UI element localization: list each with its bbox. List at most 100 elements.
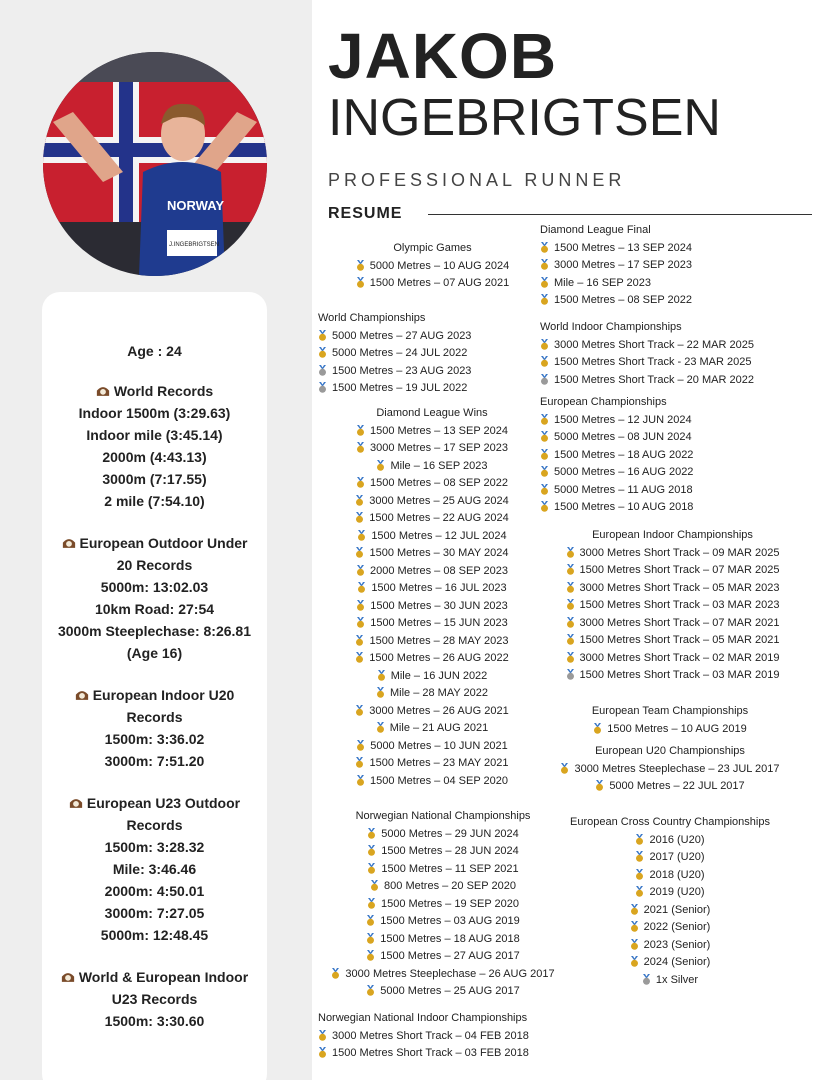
achievement-text: 1500 Metres – 27 AUG 2017 xyxy=(380,950,520,962)
achievement-text: 1500 Metres – 10 AUG 2019 xyxy=(607,722,747,735)
gold-medal-icon xyxy=(367,950,375,961)
achievement-text: 1500 Metres – 23 AUG 2023 xyxy=(332,364,472,377)
achievement-item: 2017 (U20) xyxy=(550,849,790,867)
first-name: JAKOB xyxy=(328,20,558,92)
section-title: Diamond League Wins xyxy=(376,407,488,419)
mantel-clock-icon xyxy=(75,691,88,700)
achievement-text: 1500 Metres – 13 SEP 2024 xyxy=(554,241,693,254)
record-group-title: European U23 Outdoor xyxy=(42,792,267,814)
achievement-text: 5000 Metres – 16 AUG 2022 xyxy=(554,466,694,478)
mantel-clock-icon xyxy=(69,799,82,808)
resume-section: Norwegian National Indoor Championships 3… xyxy=(318,1010,558,1063)
record-group-title-text: World Records xyxy=(113,383,214,399)
record-line: Indoor mile (3:45.14) xyxy=(86,427,223,443)
achievement-text: 1500 Metres – 16 JUL 2023 xyxy=(371,582,507,594)
gold-medal-icon xyxy=(356,564,364,576)
achievement-item: 5000 Metres – 22 JUL 2017 xyxy=(540,778,800,796)
gold-medal-icon xyxy=(566,564,574,575)
achievement-text: 1500 Metres – 19 SEP 2020 xyxy=(380,897,519,910)
achievement-item: 1500 Metres – 15 JUN 2023 xyxy=(318,615,546,633)
achievement-item: Mile – 16 SEP 2023 xyxy=(318,458,546,476)
achievement-item: 5000 Metres – 10 AUG 2024 xyxy=(320,258,545,276)
achievement-item: 1500 Metres – 11 SEP 2021 xyxy=(318,861,568,879)
gold-medal-icon xyxy=(319,1047,326,1058)
record-group-title-text: World & European Indoor xyxy=(78,969,249,985)
gold-medal-icon xyxy=(368,827,376,839)
athlete-photo: NORWAY J.INGEBRIGTSEN xyxy=(43,52,267,276)
achievement-text: 1500 Metres – 03 AUG 2019 xyxy=(380,915,520,927)
gold-medal-icon xyxy=(332,967,340,979)
achievement-text: 5000 Metres – 10 AUG 2024 xyxy=(369,259,510,272)
achievement-item: 3000 Metres – 17 SEP 2023 xyxy=(318,440,546,458)
achievement-item: 1500 Metres – 08 SEP 2022 xyxy=(540,292,720,310)
achievement-item: 2018 (U20) xyxy=(550,867,790,885)
section-title: European Team Championships xyxy=(591,705,749,717)
resume-section: World Championships 5000 Metres – 27 AUG … xyxy=(318,310,546,398)
achievement-text: 2019 (U20) xyxy=(649,886,705,898)
achievement-item: 1500 Metres – 28 MAY 2023 xyxy=(318,633,546,651)
record-line: 1500m: 3:28.32 xyxy=(104,839,205,855)
achievement-item: 1500 Metres – 30 JUN 2023 xyxy=(318,598,546,616)
gold-medal-icon xyxy=(356,477,364,488)
record-line: 5000m: 12:48.45 xyxy=(100,927,209,943)
last-name: INGEBRIGTSEN xyxy=(328,89,721,147)
resume-section: European Team Championships 1500 Metres –… xyxy=(540,703,800,738)
resume-section: Norwegian National Championships 5000 Met… xyxy=(318,808,568,1001)
achievement-text: Mile – 28 MAY 2022 xyxy=(389,687,489,699)
section-title: European Indoor Championships xyxy=(592,529,753,541)
achievement-text: 3000 Metres Short Track – 07 MAR 2021 xyxy=(579,616,780,629)
gold-medal-icon xyxy=(561,762,569,774)
gold-medal-icon xyxy=(541,483,548,495)
achievement-item: 3000 Metres Short Track – 02 MAR 2019 xyxy=(540,650,805,668)
gold-medal-icon xyxy=(367,915,375,926)
resume-section: European Indoor Championships 3000 Metres… xyxy=(540,527,805,685)
achievement-item: 1500 Metres – 28 JUN 2024 xyxy=(318,843,568,861)
achievement-item: 3000 Metres Short Track – 07 MAR 2021 xyxy=(540,615,805,633)
achievement-item: 1500 Metres Short Track – 05 MAR 2021 xyxy=(540,632,805,650)
achievement-item: 5000 Metres – 27 AUG 2023 xyxy=(318,328,546,346)
gold-medal-icon xyxy=(356,774,364,786)
record-group-title: European Outdoor Under xyxy=(42,532,267,554)
achievement-text: 3000 Metres – 17 SEP 2023 xyxy=(554,259,693,271)
resume-section: European Cross Country Championships 2016… xyxy=(550,814,790,989)
achievement-item: Mile – 16 SEP 2023 xyxy=(540,275,720,293)
achievement-item: 5000 Metres – 08 JUN 2024 xyxy=(540,429,725,447)
section-title: World Championships xyxy=(318,312,426,324)
achievement-text: 1500 Metres – 18 AUG 2018 xyxy=(380,932,520,945)
achievement-text: 1500 Metres Short Track – 05 MAR 2021 xyxy=(579,634,780,646)
achievement-text: Mile – 16 JUN 2022 xyxy=(390,669,488,682)
achievement-item: 1500 Metres Short Track – 07 MAR 2025 xyxy=(540,562,805,580)
achievement-text: 2021 (Senior) xyxy=(643,903,711,916)
achievement-text: 3000 Metres Steeplechase – 26 AUG 2017 xyxy=(345,967,555,980)
record-line: 2000m: 4:50.01 xyxy=(104,883,205,899)
achievement-text: 2023 (Senior) xyxy=(643,938,711,951)
subtitle: PROFESSIONAL RUNNER xyxy=(328,170,626,190)
achievement-text: 2016 (U20) xyxy=(649,833,705,846)
record-line: Indoor 1500m (3:29.63) xyxy=(78,405,231,421)
gold-medal-icon xyxy=(594,722,602,734)
achievement-text: 2022 (Senior) xyxy=(643,921,711,933)
gold-medal-icon xyxy=(630,938,638,950)
achievement-item: 3000 Metres Steeplechase – 26 AUG 2017 xyxy=(318,966,568,984)
resume-section: European Championships 1500 Metres – 12 J… xyxy=(540,394,725,517)
record-group-title-cont: Records xyxy=(126,709,183,725)
achievement-item: 3000 Metres Short Track – 05 MAR 2023 xyxy=(540,580,805,598)
achievement-item: 1500 Metres Short Track - 23 MAR 2025 xyxy=(540,354,785,372)
gold-medal-icon xyxy=(319,347,326,358)
bib-name: J.INGEBRIGTSEN xyxy=(169,242,219,248)
achievement-item: 3000 Metres Short Track – 04 FEB 2018 xyxy=(318,1028,558,1046)
resume-heading: RESUME xyxy=(328,205,403,222)
achievement-item: 1500 Metres – 10 AUG 2019 xyxy=(540,721,800,739)
gold-medal-icon xyxy=(636,886,644,897)
resume-divider xyxy=(428,214,812,215)
gold-medal-icon xyxy=(630,956,638,967)
gold-medal-icon xyxy=(319,329,326,341)
achievement-text: Mile – 16 SEP 2023 xyxy=(554,276,652,289)
achievement-text: 1500 Metres – 18 AUG 2022 xyxy=(554,448,694,461)
achievement-text: 1500 Metres – 07 AUG 2021 xyxy=(369,277,510,289)
achievement-text: 3000 Metres – 17 SEP 2023 xyxy=(369,442,508,454)
silver-medal-icon xyxy=(642,973,650,985)
record-group: European U23 Outdoor Records 1500m: 3:28.3… xyxy=(42,792,267,946)
achievement-item: 3000 Metres – 25 AUG 2024 xyxy=(318,493,546,511)
achievement-item: 1500 Metres Short Track – 03 MAR 2023 xyxy=(540,597,805,615)
